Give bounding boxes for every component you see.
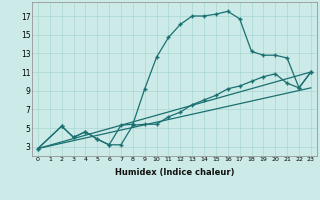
- X-axis label: Humidex (Indice chaleur): Humidex (Indice chaleur): [115, 168, 234, 177]
